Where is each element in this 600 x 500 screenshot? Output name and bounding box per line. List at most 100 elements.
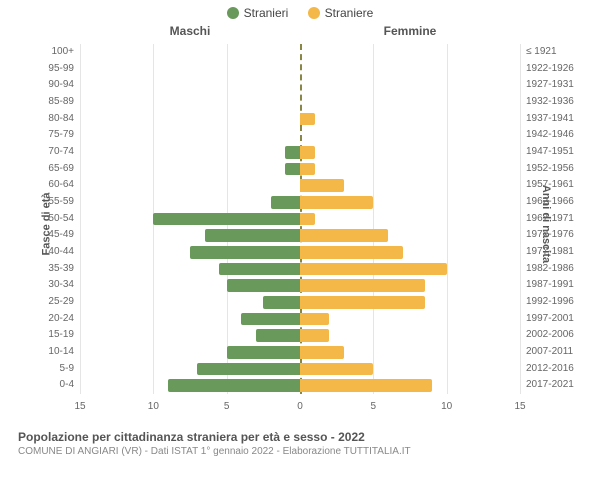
birth-year-label: 1962-1966 [520,194,580,211]
xtick-label: 5 [224,401,230,412]
birth-year-label: 1932-1936 [520,94,580,111]
birth-year-label: 1927-1931 [520,77,580,94]
bar-female [300,329,329,342]
xtick-label: 0 [297,401,303,412]
bar-female [300,313,329,326]
bar-female [300,196,373,209]
birth-year-label: 1967-1971 [520,211,580,228]
age-label: 25-29 [24,294,80,311]
pyramid-row: 85-891932-1936 [80,94,520,111]
age-label: 70-74 [24,144,80,161]
age-label: 55-59 [24,194,80,211]
bar-female [300,146,315,159]
bar-male [227,279,300,292]
age-label: 65-69 [24,161,80,178]
bar-female [300,363,373,376]
pyramid-row: 10-142007-2011 [80,344,520,361]
pyramid-row: 80-841937-1941 [80,111,520,128]
age-label: 35-39 [24,261,80,278]
bar-male [153,213,300,226]
birth-year-label: 2012-2016 [520,361,580,378]
birth-year-label: 1957-1961 [520,177,580,194]
bar-female [300,163,315,176]
bar-female [300,346,344,359]
birth-year-label: 2007-2011 [520,344,580,361]
bar-female [300,246,403,259]
age-label: 45-49 [24,227,80,244]
bar-male [197,363,300,376]
birth-year-label: 1942-1946 [520,127,580,144]
caption: Popolazione per cittadinanza straniera p… [0,424,600,457]
legend-label-female: Straniere [325,6,374,20]
caption-subtitle: COMUNE DI ANGIARI (VR) - Dati ISTAT 1° g… [18,446,582,457]
pyramid-row: 65-691952-1956 [80,161,520,178]
age-label: 90-94 [24,77,80,94]
bar-male [168,379,300,392]
age-label: 85-89 [24,94,80,111]
birth-year-label: 1987-1991 [520,277,580,294]
birth-year-label: 1922-1926 [520,61,580,78]
age-label: 75-79 [24,127,80,144]
bar-female [300,113,315,126]
legend-label-male: Stranieri [244,6,289,20]
pyramid-row: 40-441977-1981 [80,244,520,261]
age-label: 20-24 [24,311,80,328]
plot-area: 15105051015100+≤ 192195-991922-192690-94… [80,44,520,394]
bar-female [300,279,425,292]
pyramid-row: 75-791942-1946 [80,127,520,144]
xtick-label: 10 [148,401,159,412]
age-label: 40-44 [24,244,80,261]
bar-female [300,296,425,309]
header-male: Maschi [80,24,300,38]
legend-item-male: Stranieri [227,6,289,20]
legend: Stranieri Straniere [0,0,600,24]
age-label: 60-64 [24,177,80,194]
bar-female [300,263,447,276]
bar-male [285,163,300,176]
age-label: 80-84 [24,111,80,128]
pyramid-row: 95-991922-1926 [80,61,520,78]
birth-year-label: 1952-1956 [520,161,580,178]
pyramid-row: 5-92012-2016 [80,361,520,378]
pyramid-row: 90-941927-1931 [80,77,520,94]
bar-male [190,246,300,259]
pyramid-row: 55-591962-1966 [80,194,520,211]
xtick-label: 5 [371,401,377,412]
bar-female [300,179,344,192]
pyramid-row: 30-341987-1991 [80,277,520,294]
age-label: 0-4 [24,377,80,394]
bar-male [271,196,300,209]
birth-year-label: 1992-1996 [520,294,580,311]
pyramid-row: 15-192002-2006 [80,327,520,344]
pyramid-row: 70-741947-1951 [80,144,520,161]
bar-male [256,329,300,342]
pyramid-row: 100+≤ 1921 [80,44,520,61]
bar-female [300,229,388,242]
age-label: 30-34 [24,277,80,294]
bar-male [205,229,300,242]
age-label: 15-19 [24,327,80,344]
swatch-male [227,7,239,19]
column-headers: Maschi Femmine [80,24,520,42]
birth-year-label: 1977-1981 [520,244,580,261]
age-label: 100+ [24,44,80,61]
pyramid-row: 50-541967-1971 [80,211,520,228]
birth-year-label: 1937-1941 [520,111,580,128]
bar-male [241,313,300,326]
pyramid-row: 60-641957-1961 [80,177,520,194]
pyramid-row: 0-42017-2021 [80,377,520,394]
pyramid-row: 25-291992-1996 [80,294,520,311]
age-label: 50-54 [24,211,80,228]
birth-year-label: 1982-1986 [520,261,580,278]
birth-year-label: 1972-1976 [520,227,580,244]
birth-year-label: ≤ 1921 [520,44,580,61]
age-label: 95-99 [24,61,80,78]
legend-item-female: Straniere [308,6,374,20]
pyramid-row: 35-391982-1986 [80,261,520,278]
pyramid-row: 20-241997-2001 [80,311,520,328]
bar-male [285,146,300,159]
bar-female [300,213,315,226]
pyramid-row: 45-491972-1976 [80,227,520,244]
bar-male [219,263,300,276]
birth-year-label: 1947-1951 [520,144,580,161]
